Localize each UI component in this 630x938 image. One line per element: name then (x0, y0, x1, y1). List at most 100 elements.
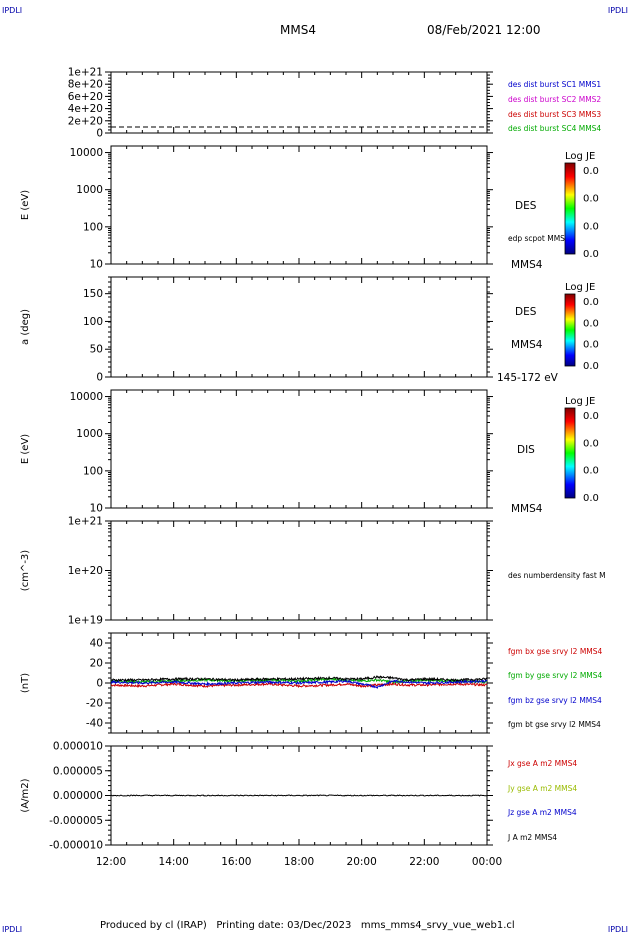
x-axis-time: 12:00 14:00 16:00 18:00 20:00 22:00 00:00 (96, 856, 502, 868)
x-tick-label: 00:00 (472, 856, 502, 868)
p6-legend-bx: fgm bx gse srvy l2 MMS4 (508, 647, 603, 656)
panel-7-y-tick-label: -0.000010 (49, 840, 103, 852)
colorbar-tick-label: 0.0 (583, 466, 599, 477)
p3-spacecraft: MMS4 (511, 339, 543, 351)
panel-2-y-tick-label: 100 (83, 221, 103, 233)
panel-4-y-tick-label: 1000 (76, 428, 103, 440)
panel-6-y-label: (nT) (20, 673, 31, 693)
header-datetime: 08/Feb/2021 12:00 (427, 23, 541, 37)
header-spacecraft: MMS4 (280, 23, 316, 37)
panel-3-y-tick-label: 50 (90, 344, 103, 356)
colorbar-tick-label: 0.0 (583, 166, 599, 177)
p2-instrument: DES (515, 200, 537, 212)
p2-spacecraft: MMS4 (511, 259, 543, 271)
panel-6-y-tick-label: -20 (86, 698, 103, 710)
p6-trace-bx (110, 681, 488, 688)
panel-6-y-tick-label: 40 (90, 638, 103, 650)
corner-label-tl: IPDLI (2, 6, 22, 15)
colorbar-title: Log JE (565, 396, 595, 407)
p4-spacecraft: MMS4 (511, 503, 543, 515)
p1-legend-sc2: des dist burst SC2 MMS2 (508, 95, 601, 104)
panel-7-y-tick-label: 0.000000 (53, 790, 103, 802)
panel-2: 10000 1000 100 10 E (eV) (20, 145, 493, 271)
x-tick-label: 14:00 (159, 856, 189, 868)
panel-4-frame (110, 389, 488, 509)
panel-2-y-tick-label: 1000 (76, 184, 103, 196)
p2-overlay-label: edp scpot MMS4 (508, 234, 570, 243)
panel-1-y-tick-label: 2e+20 (68, 115, 103, 127)
panel-6-y-tick-label: 0 (96, 678, 103, 690)
panels: 1e+218e+206e+204e+202e+20010000100010010… (20, 67, 493, 852)
colorbar-title: Log JE (565, 151, 595, 162)
panel-5-y-tick-label: 1e+19 (68, 615, 103, 627)
corner-label-tr: IPDLI (608, 6, 628, 15)
p7-trace-j (110, 794, 488, 797)
colorbar-tick-label: 0.0 (583, 340, 599, 351)
panel-4-y-tick-label: 10 (90, 503, 103, 515)
panel-5-frame (110, 520, 488, 621)
p6-legend-bz: fgm bz gse srvy l2 MMS4 (508, 696, 602, 705)
colorbar-tick-label: 0.0 (583, 493, 599, 504)
colorbar-tick-label: 0.0 (583, 194, 599, 205)
colorbar-tick-label: 0.0 (583, 221, 599, 232)
panel-7-y-label: (A/m2) (20, 778, 31, 812)
x-tick-label: 22:00 (409, 856, 439, 868)
colorbar-gradient (564, 162, 576, 255)
panel-2-frame (110, 145, 488, 265)
corner-label-br: IPDLI (608, 925, 628, 934)
x-tick-label: 20:00 (347, 856, 377, 868)
footer-credit: Produced by cl (IRAP) Printing date: 03/… (100, 920, 515, 931)
colorbar-panel-4: Log JE 0.0 0.0 0.0 0.0 (564, 396, 599, 504)
panel-4: 10000 1000 100 10 E (eV) (20, 389, 493, 515)
panel-1-y-tick-label: 0 (96, 128, 103, 140)
panel-4-y-tick-label: 10000 (70, 391, 103, 403)
panel-3: 150 100 50 0 a (deg) (20, 276, 493, 384)
panel-2-y-tick-label: 10000 (70, 147, 103, 159)
p6-trace-bz (110, 678, 487, 689)
panel-5-y-tick-label: 1e+20 (68, 565, 103, 577)
panel-4-y-tick-label: 100 (83, 465, 103, 477)
colorbar-tick-label: 0.0 (583, 249, 599, 260)
p1-legend-sc4: des dist burst SC4 MMS4 (508, 124, 601, 133)
colorbar-panel-3: Log JE 0.0 0.0 0.0 0.0 (564, 282, 599, 372)
p5-legend: des numberdensity fast M (508, 571, 606, 580)
p6-legend-bt: fgm bt gse srvy l2 MMS4 (508, 720, 601, 729)
panel-7-y-tick-label: 0.000005 (53, 765, 103, 777)
p6-trace-bt (110, 675, 488, 683)
colorbar-tick-label: 0.0 (583, 318, 599, 329)
colorbar-tick-label: 0.0 (583, 297, 599, 308)
p7-legend-jz: Jz gse A m2 MMS4 (507, 808, 577, 817)
panel-3-frame (110, 276, 488, 378)
panel-1-y-tick-label: 6e+20 (68, 91, 103, 103)
panel-5-y-label: (cm^-3) (20, 550, 31, 591)
p7-legend-jy: Jy gse A m2 MMS4 (507, 784, 577, 793)
panel-3-y-label: a (deg) (20, 309, 31, 345)
colorbar-title: Log JE (565, 282, 595, 293)
panel-2-y-tick-label: 10 (90, 259, 103, 271)
panel-4-y-label: E (eV) (20, 434, 31, 464)
panel-3-y-tick-label: 150 (83, 288, 103, 300)
x-tick-label: 18:00 (284, 856, 314, 868)
x-tick-label: 12:00 (96, 856, 126, 868)
p7-legend-jx: Jx gse A m2 MMS4 (507, 759, 577, 768)
p3-energy-range: 145-172 eV (497, 372, 559, 384)
panel-3-y-tick-label: 100 (83, 316, 103, 328)
panel-5: 1e+21 1e+20 1e+19 (cm^-3) (20, 516, 493, 627)
panel-1-y-tick-label: 1e+21 (68, 67, 103, 79)
colorbar-gradient (564, 293, 576, 367)
panel-6-y-tick-label: -40 (86, 718, 103, 730)
corner-label-bl: IPDLI (2, 925, 22, 934)
colorbar-tick-label: 0.0 (583, 411, 599, 422)
panel-7: 0.000010 0.000005 0.000000 -0.000005 -0.0000… (20, 741, 493, 852)
panel-1-y-tick-label: 8e+20 (68, 79, 103, 91)
p1-legend-sc3: des dist burst SC3 MMS3 (508, 110, 601, 119)
colorbar-tick-label: 0.0 (583, 361, 599, 372)
p3-instrument: DES (515, 306, 537, 318)
panel-1-y-tick-label: 4e+20 (68, 103, 103, 115)
panel-6-y-tick-label: 20 (90, 658, 103, 670)
panel-2-y-label: E (eV) (20, 190, 31, 220)
colorbar-tick-label: 0.0 (583, 438, 599, 449)
